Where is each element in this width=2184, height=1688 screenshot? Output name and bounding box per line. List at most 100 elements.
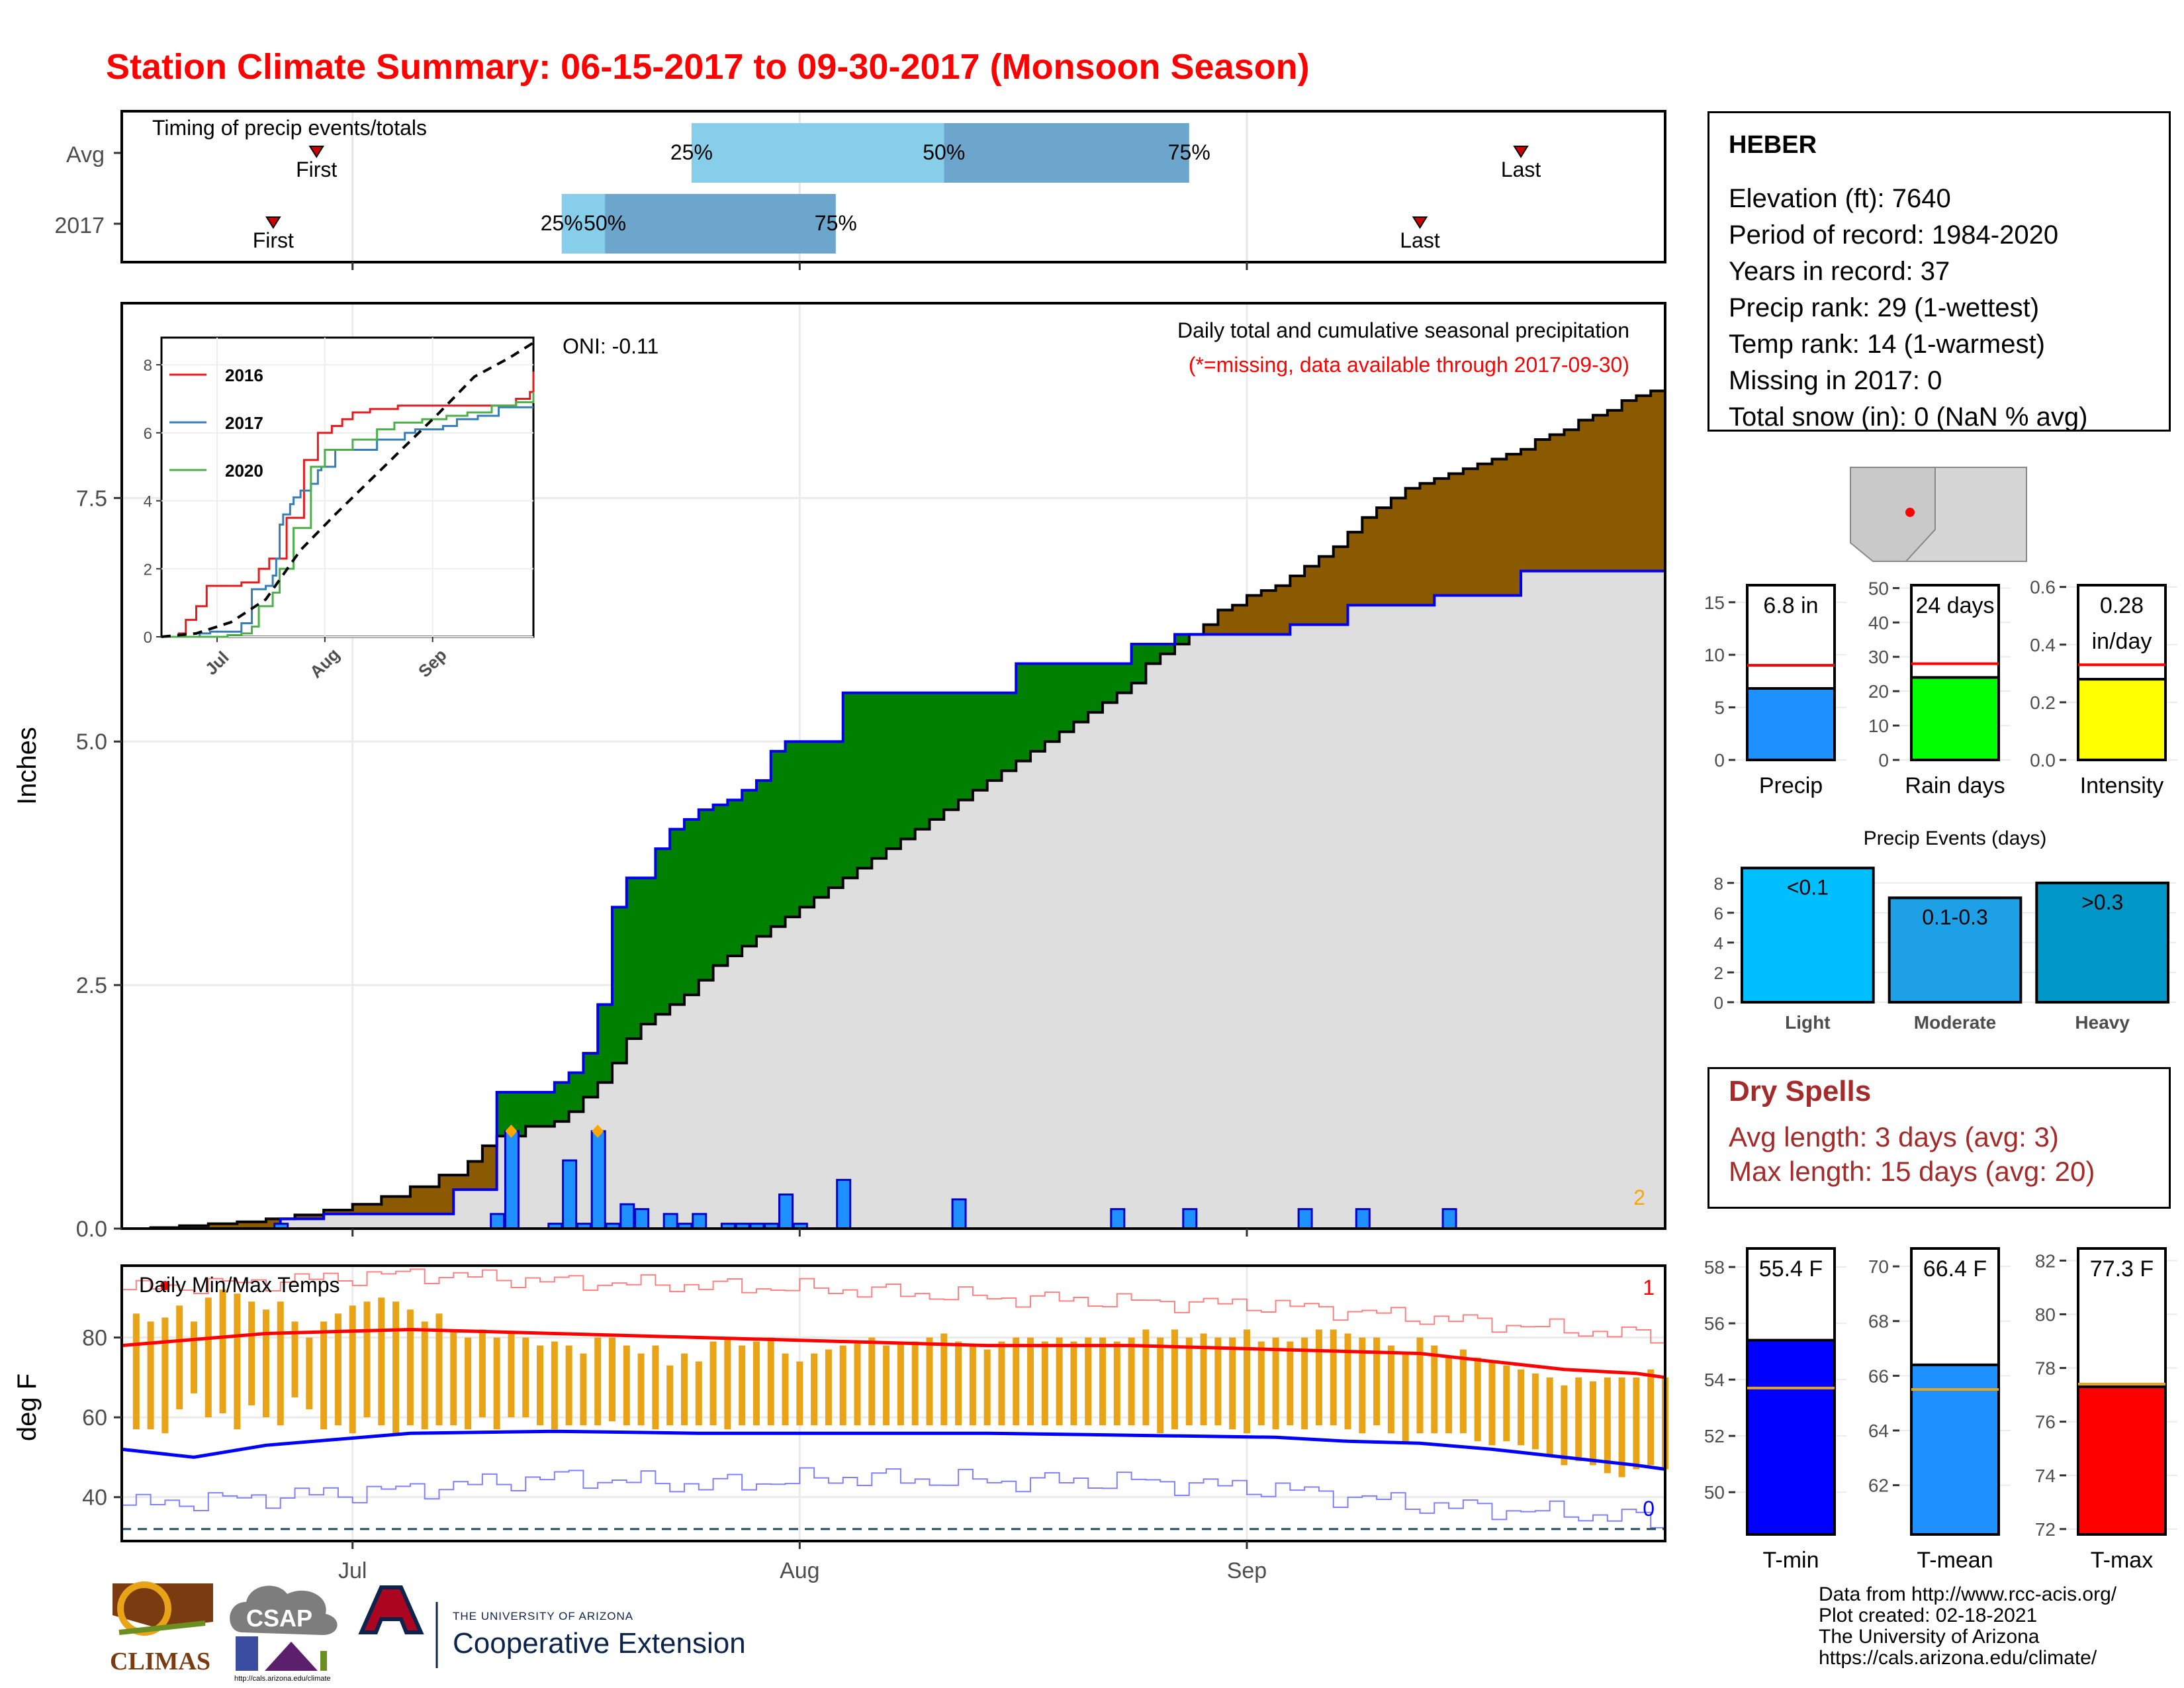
tmax-season-y-tick-label: 78 xyxy=(2035,1358,2056,1379)
temp-daily-range-bar xyxy=(320,1321,328,1430)
station-snow: Total snow (in): 0 (NaN % avg) xyxy=(1729,402,2088,432)
temp-daily-range-bar xyxy=(1013,1337,1020,1426)
temp-daily-range-bar xyxy=(478,1329,486,1418)
precip-below-avg-area xyxy=(1463,469,1479,596)
intensity-value-label: in/day xyxy=(2092,629,2152,654)
csap-bars-icon xyxy=(236,1636,258,1671)
temp-daily-range-bar xyxy=(450,1329,457,1426)
temp-daily-range-bar xyxy=(277,1301,284,1426)
temp-daily-range-bar xyxy=(983,1349,991,1426)
csap-cloud-icon xyxy=(230,1585,338,1635)
precip-above-avg-area xyxy=(1103,663,1118,703)
tmax-season-category-label: T-max xyxy=(2091,1548,2153,1573)
temp-daily-range-bar xyxy=(883,1345,890,1426)
precip-daily-bar xyxy=(692,1213,707,1230)
precip-below-avg-area xyxy=(1578,420,1594,571)
temp-daily-range-bar xyxy=(1070,1341,1077,1426)
tmean-season-category-label: T-mean xyxy=(1917,1548,1993,1573)
uaz-logo-big: Cooperative Extension xyxy=(453,1627,746,1660)
temp-daily-range-bar xyxy=(1113,1341,1120,1426)
temp-daily-range-bar xyxy=(1431,1345,1438,1434)
temp-daily-range-bar xyxy=(392,1301,400,1434)
temp-daily-range-bar xyxy=(1157,1337,1164,1434)
precip-above-avg-area xyxy=(554,1082,570,1122)
precip-above-avg-area xyxy=(1116,663,1132,693)
events-y-tick-label: 4 xyxy=(1714,933,1723,953)
temp-daily-range-bar xyxy=(161,1317,169,1434)
rain-days-y-tick-label: 10 xyxy=(1868,716,1889,736)
csap-logo-text: CSAP xyxy=(246,1605,313,1632)
intensity-y-tick-label: 0.2 xyxy=(2030,692,2056,713)
temp-daily-range-bar xyxy=(695,1361,702,1426)
precip-below-avg-area xyxy=(1333,546,1349,625)
precip-below-avg-area xyxy=(424,1186,440,1214)
credits: Data from http://www.rcc-acis.org/ Plot … xyxy=(1819,1584,2116,1669)
precip-y-tick-label: 5.0 xyxy=(76,729,107,755)
temp-record-low-line xyxy=(122,1467,1666,1528)
inset-y-tick-label: 4 xyxy=(144,493,152,511)
precip-daily-bar xyxy=(504,1130,520,1230)
precip-below-avg-area xyxy=(1434,478,1449,596)
temp-daily-range-bar xyxy=(406,1309,414,1426)
temp-daily-range-bar xyxy=(1402,1353,1409,1442)
credits-url: https://cals.arizona.edu/climate/ xyxy=(1819,1647,2097,1669)
precip-above-avg-area xyxy=(569,1072,584,1112)
precip-below-avg-area xyxy=(1347,532,1363,606)
events-y-tick-label: 0 xyxy=(1714,993,1723,1013)
temp-daily-range-bar xyxy=(623,1345,630,1426)
dry-spells-avg: Avg length: 3 days (avg: 3) xyxy=(1729,1121,2059,1152)
temp-daily-range-bar xyxy=(1056,1337,1063,1426)
precip-y-tick-label: 7.5 xyxy=(76,486,107,511)
temp-daily-range-bar xyxy=(1459,1349,1467,1434)
tmean-season-y-tick-label: 62 xyxy=(1868,1476,1889,1496)
temp-daily-range-bar xyxy=(580,1353,587,1426)
precip-panel-border xyxy=(120,302,1666,1230)
tmax-season-y-tick-label: 82 xyxy=(2035,1250,2056,1271)
precip-daily-bar xyxy=(1441,1208,1457,1230)
temp-daily-range-bar xyxy=(709,1341,717,1426)
precip-daily-bar xyxy=(490,1213,506,1230)
tmin-season-y-tick-label: 54 xyxy=(1704,1370,1725,1390)
temp-daily-range-bar xyxy=(782,1353,789,1426)
temp-daily-range-bar xyxy=(1575,1377,1582,1462)
precip-below-avg-area xyxy=(179,1225,195,1229)
temp-daily-range-bar xyxy=(262,1309,269,1418)
precip-daily-bar xyxy=(1182,1208,1198,1230)
tmax-season-y-tick-label: 80 xyxy=(2035,1304,2056,1325)
temp-daily-range-bar xyxy=(291,1321,298,1397)
tmin-season-value-label: 55.4 F xyxy=(1759,1256,1823,1282)
precip-below-avg-area xyxy=(1449,473,1464,596)
temp-daily-range-bar xyxy=(1301,1337,1308,1430)
climas-logo-sun-icon xyxy=(117,1581,171,1636)
station-info-box xyxy=(1707,111,2171,432)
temp-daily-range-bar xyxy=(1287,1341,1294,1426)
precip-below-avg-area xyxy=(381,1196,396,1214)
timing-panel-border xyxy=(120,110,1666,263)
precip-above-avg-area xyxy=(915,692,931,829)
precip-below-avg-area xyxy=(1651,391,1666,571)
precip-base-area xyxy=(122,571,1665,1229)
intensity-y-tick-label: 0.4 xyxy=(2030,635,2056,655)
temp-daily-range-bar xyxy=(248,1301,255,1406)
precip-above-avg-area xyxy=(655,849,670,1015)
precip-below-avg-area xyxy=(1232,605,1248,635)
timing-last-label: Last xyxy=(1400,228,1440,252)
rain-days-value-label: 24 days xyxy=(1915,593,1994,618)
precip-above-avg-area xyxy=(857,692,872,868)
temp-record-high-line xyxy=(122,1268,1666,1344)
temp-daily-range-bar xyxy=(1200,1333,1207,1426)
precip-above-avg-area xyxy=(1001,692,1017,771)
inset-y-tick-label: 6 xyxy=(144,425,152,443)
temp-daily-range-bar xyxy=(435,1313,443,1426)
inset-series-2020 xyxy=(161,392,535,638)
precip-below-avg-area xyxy=(1621,400,1637,571)
station-elevation: Elevation (ft): 7640 xyxy=(1729,184,1951,213)
precip-below-avg-area xyxy=(1377,508,1392,606)
precip-total-y-tick-label: 0 xyxy=(1714,750,1725,771)
precip-above-avg-area xyxy=(987,692,1003,781)
temp-daily-range-bar xyxy=(998,1341,1005,1426)
temp-y-axis-title: deg F xyxy=(13,1374,42,1441)
precip-below-avg-area xyxy=(1246,595,1262,635)
temp-daily-range-bar xyxy=(1214,1337,1222,1426)
